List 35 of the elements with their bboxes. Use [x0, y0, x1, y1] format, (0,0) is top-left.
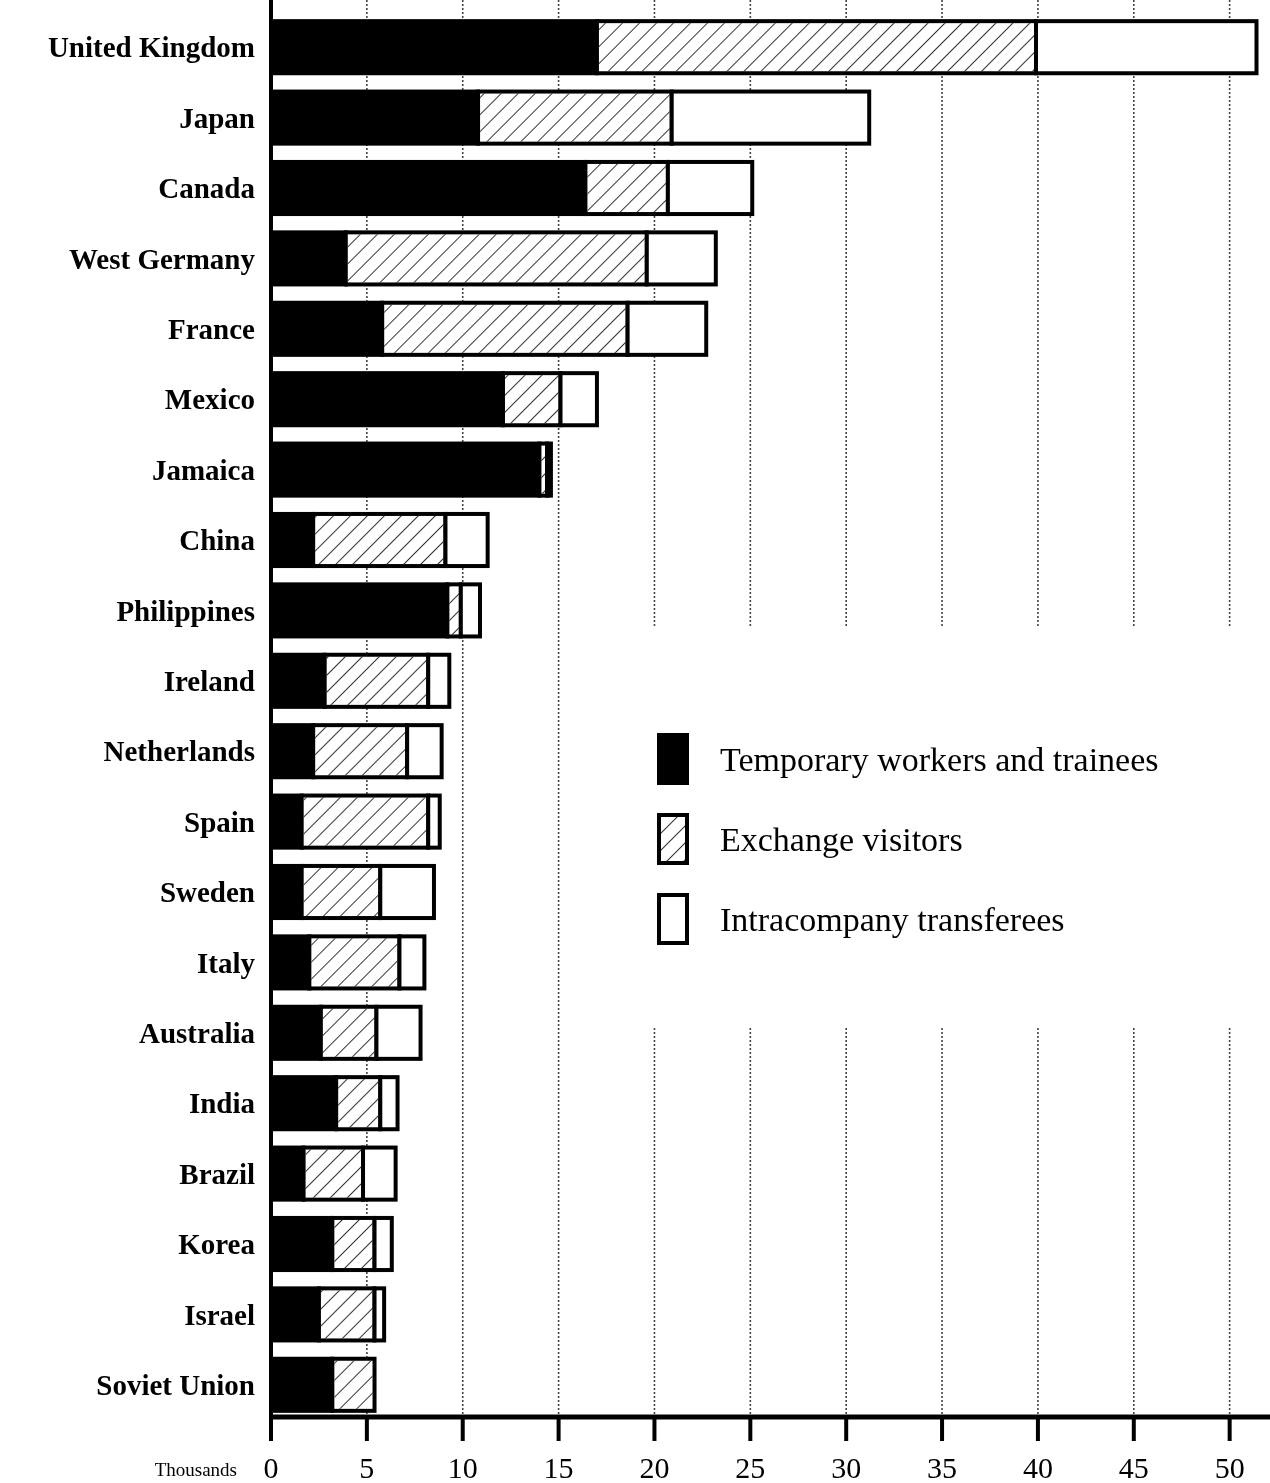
y-tick-label: West Germany — [68, 242, 256, 275]
x-tick-label: 35 — [927, 1451, 958, 1483]
y-tick-label: Korea — [178, 1228, 256, 1261]
legend-label: Intracompany transferees — [720, 901, 1065, 938]
legend-label: Exchange visitors — [720, 821, 963, 858]
y-tick-label: Italy — [197, 946, 256, 979]
x-tick-label: 20 — [639, 1451, 670, 1483]
y-tick-label: Ireland — [163, 664, 255, 697]
y-tick-label: China — [179, 524, 256, 557]
x-tick-label: 30 — [831, 1451, 862, 1483]
y-tick-label: Spain — [184, 805, 255, 838]
y-tick-label: France — [168, 312, 256, 345]
x-tick-label: 0 — [263, 1451, 279, 1483]
x-tick-label: 5 — [359, 1451, 375, 1483]
y-tick-label: Netherlands — [103, 735, 255, 768]
y-tick-label: India — [188, 1087, 256, 1120]
y-tick-label: Philippines — [116, 594, 255, 627]
legend-label: Temporary workers and trainees — [720, 741, 1159, 778]
x-tick-label: 25 — [735, 1451, 766, 1483]
x-tick-label: 10 — [447, 1451, 478, 1483]
x-tick-label: 40 — [1022, 1451, 1053, 1483]
y-tick-label: Mexico — [164, 383, 255, 416]
x-tick-label: 45 — [1118, 1451, 1149, 1483]
y-tick-label: Canada — [158, 172, 256, 205]
y-tick-label: Israel — [184, 1298, 255, 1331]
x-tick-label: 15 — [543, 1451, 574, 1483]
y-tick-label: Soviet Union — [96, 1368, 255, 1401]
y-tick-label: Japan — [179, 101, 255, 134]
y-tick-label: Jamaica — [151, 453, 256, 486]
y-tick-label: Australia — [139, 1016, 256, 1049]
x-tick-label: 50 — [1214, 1451, 1245, 1483]
y-tick-label: United Kingdom — [47, 31, 255, 64]
y-tick-label: Sweden — [159, 876, 255, 909]
y-tick-label: Brazil — [179, 1157, 255, 1190]
x-axis-title: Thousands — [154, 1459, 237, 1480]
